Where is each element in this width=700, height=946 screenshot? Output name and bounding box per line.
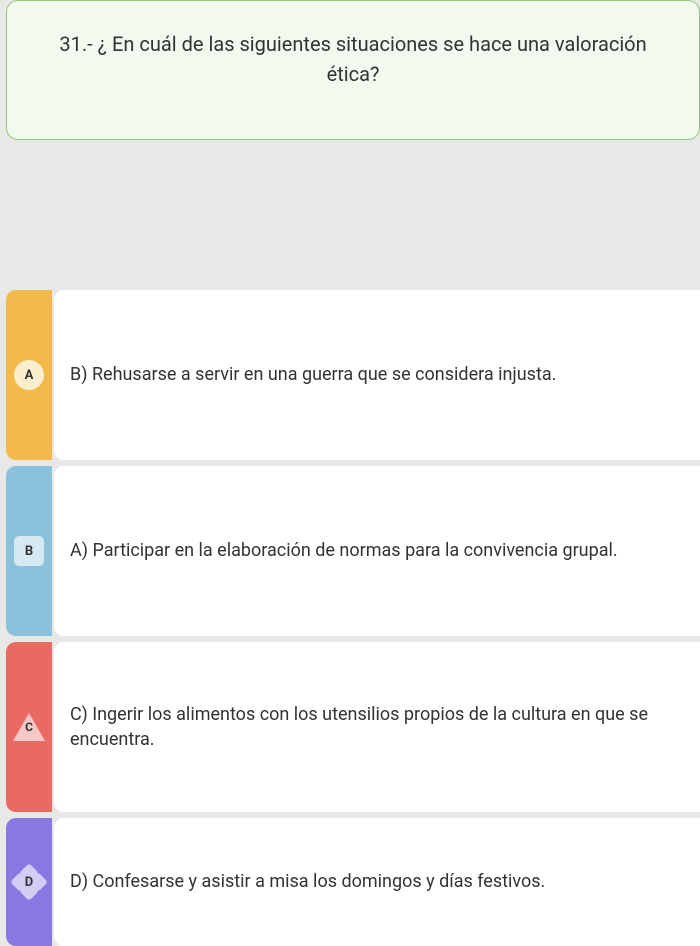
option-a-badge: A xyxy=(14,360,44,390)
option-b-text: A) Participar en la elaboración de norma… xyxy=(70,538,618,563)
spacer xyxy=(0,140,700,290)
option-d-tab: D xyxy=(6,818,52,946)
option-a[interactable]: A B) Rehusarse a servir en una guerra qu… xyxy=(6,290,700,460)
question-text: 31.- ¿ En cuál de las siguientes situaci… xyxy=(59,32,646,86)
option-c-body: C) Ingerir los alimentos con los utensil… xyxy=(54,642,700,812)
option-a-text: B) Rehusarse a servir en una guerra que … xyxy=(70,362,556,387)
option-d[interactable]: D D) Confesarse y asistir a misa los dom… xyxy=(6,818,700,946)
question-card: 31.- ¿ En cuál de las siguientes situaci… xyxy=(6,0,700,140)
option-c-text: C) Ingerir los alimentos con los utensil… xyxy=(70,702,684,752)
option-d-letter: D xyxy=(11,864,47,900)
option-d-text: D) Confesarse y asistir a misa los domin… xyxy=(70,869,545,894)
option-b-letter: B xyxy=(25,544,33,559)
option-a-tab: A xyxy=(6,290,52,460)
options-list: A B) Rehusarse a servir en una guerra qu… xyxy=(0,290,700,946)
option-d-badge: D xyxy=(11,864,47,900)
option-b-tab: B xyxy=(6,466,52,636)
option-c-letter: C xyxy=(13,720,45,734)
option-a-body: B) Rehusarse a servir en una guerra que … xyxy=(54,290,700,460)
option-c[interactable]: C C) Ingerir los alimentos con los utens… xyxy=(6,642,700,812)
option-b-body: A) Participar en la elaboración de norma… xyxy=(54,466,700,636)
option-b[interactable]: B A) Participar en la elaboración de nor… xyxy=(6,466,700,636)
option-b-badge: B xyxy=(14,536,44,566)
option-a-letter: A xyxy=(25,368,34,383)
option-d-body: D) Confesarse y asistir a misa los domin… xyxy=(54,818,700,946)
option-c-tab: C xyxy=(6,642,52,812)
option-c-badge: C xyxy=(13,713,45,741)
